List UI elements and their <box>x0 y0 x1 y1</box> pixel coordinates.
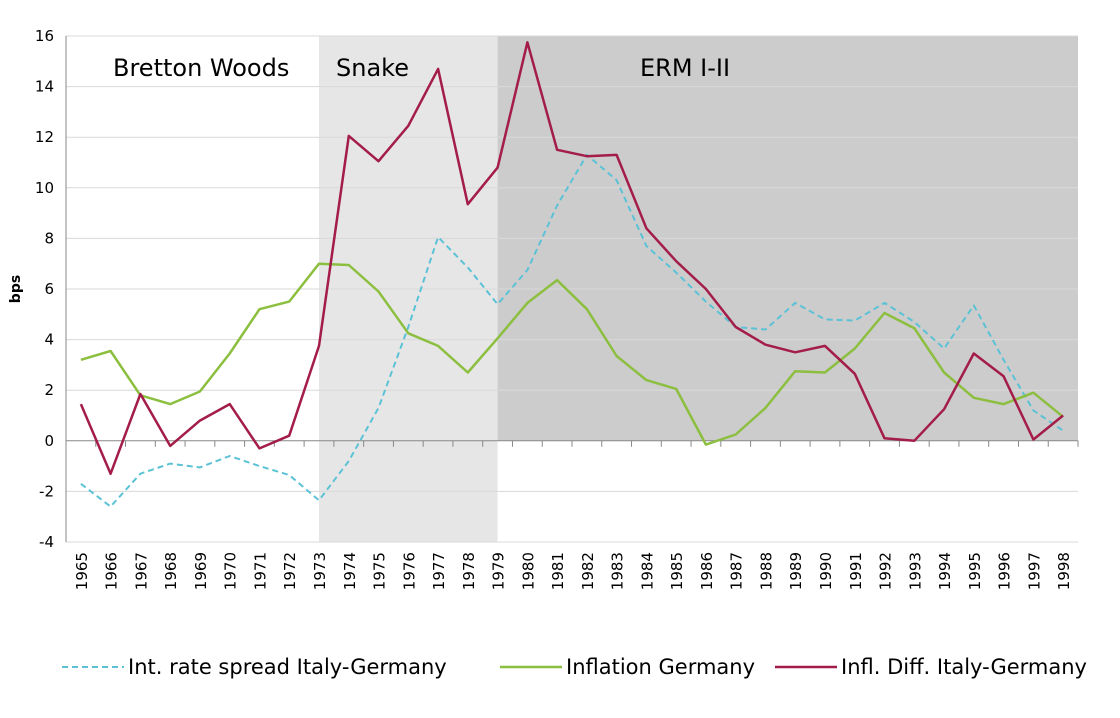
x-tick-label: 1984 <box>638 552 656 590</box>
legend: Int. rate spread Italy-Germany Inflation … <box>62 655 1087 679</box>
y-tick-label: 4 <box>44 331 54 349</box>
x-tick-label: 1982 <box>579 552 597 590</box>
series-line <box>80 153 1064 508</box>
x-tick-label: 1997 <box>1025 552 1043 590</box>
x-tick-label: 1970 <box>222 552 240 590</box>
region-label: Snake <box>336 54 409 82</box>
legend-label: Inflation Germany <box>566 655 755 679</box>
x-tick-label: 1981 <box>549 552 567 590</box>
y-tick-label: -2 <box>39 482 54 500</box>
x-tick-label: 1980 <box>519 552 537 590</box>
y-tick-label: 8 <box>44 229 54 247</box>
x-tick-label: 1977 <box>430 552 448 590</box>
x-tick-label: 1987 <box>728 552 746 590</box>
x-tick-label: 1969 <box>192 552 210 590</box>
x-tick-label: 1972 <box>281 552 299 590</box>
x-tick-label: 1968 <box>162 552 180 590</box>
legend-label: Infl. Diff. Italy-Germany <box>841 655 1087 679</box>
series-lines <box>79 41 1064 508</box>
series-line <box>79 41 1064 475</box>
x-tick-label: 1978 <box>460 552 478 590</box>
gridlines <box>66 35 1078 543</box>
legend-label: Int. rate spread Italy-Germany <box>128 655 447 679</box>
x-tick-label: 1992 <box>877 552 895 590</box>
y-tick-label: 0 <box>44 432 54 450</box>
x-tick-label: 1989 <box>787 552 805 590</box>
x-tick-label: 1986 <box>698 552 716 590</box>
y-tick-label: 6 <box>44 280 54 298</box>
x-tick-label: 1979 <box>490 552 508 590</box>
x-tick-label: 1983 <box>609 552 627 590</box>
y-tick-label: 2 <box>44 381 54 399</box>
x-tick-label: 1985 <box>668 552 686 590</box>
region-label: ERM I-II <box>640 54 730 82</box>
x-tick-label: 1973 <box>311 552 329 590</box>
x-tick-label: 1991 <box>847 552 865 590</box>
x-tick-label: 1967 <box>132 552 150 590</box>
y-tick-label: 10 <box>35 179 54 197</box>
x-tick-label: 1971 <box>251 552 269 590</box>
x-tick-label: 1975 <box>371 552 389 590</box>
x-tick-label: 1996 <box>996 552 1014 590</box>
x-tick-label: 1994 <box>936 552 954 590</box>
x-tick-label: 1988 <box>757 552 775 590</box>
axes: -4 -2 0 2 4 6 8 10 12 14 16 1965 1966 1967 1968 1969 197… <box>35 27 1079 590</box>
region-label: Bretton Woods <box>113 54 289 82</box>
x-tick-label: 1974 <box>341 552 359 590</box>
series-line <box>80 262 1064 446</box>
x-tick-label: 1966 <box>103 552 121 590</box>
y-tick-label: 12 <box>35 128 54 146</box>
x-tick-label: 1995 <box>966 552 984 590</box>
y-tick-label: 16 <box>35 27 54 45</box>
labels: Bretton Woods Snake ERM I-II <box>113 54 730 82</box>
y-tick-label: 14 <box>35 78 54 96</box>
y-tick-label: -4 <box>39 533 54 551</box>
x-tick-label: 1976 <box>400 552 418 590</box>
x-tick-label: 1998 <box>1055 552 1073 590</box>
x-tick-label: 1965 <box>73 552 91 590</box>
x-tick-label: 1990 <box>817 552 835 590</box>
y-axis-title: bps <box>8 275 24 303</box>
x-tick-label: 1993 <box>906 552 924 590</box>
